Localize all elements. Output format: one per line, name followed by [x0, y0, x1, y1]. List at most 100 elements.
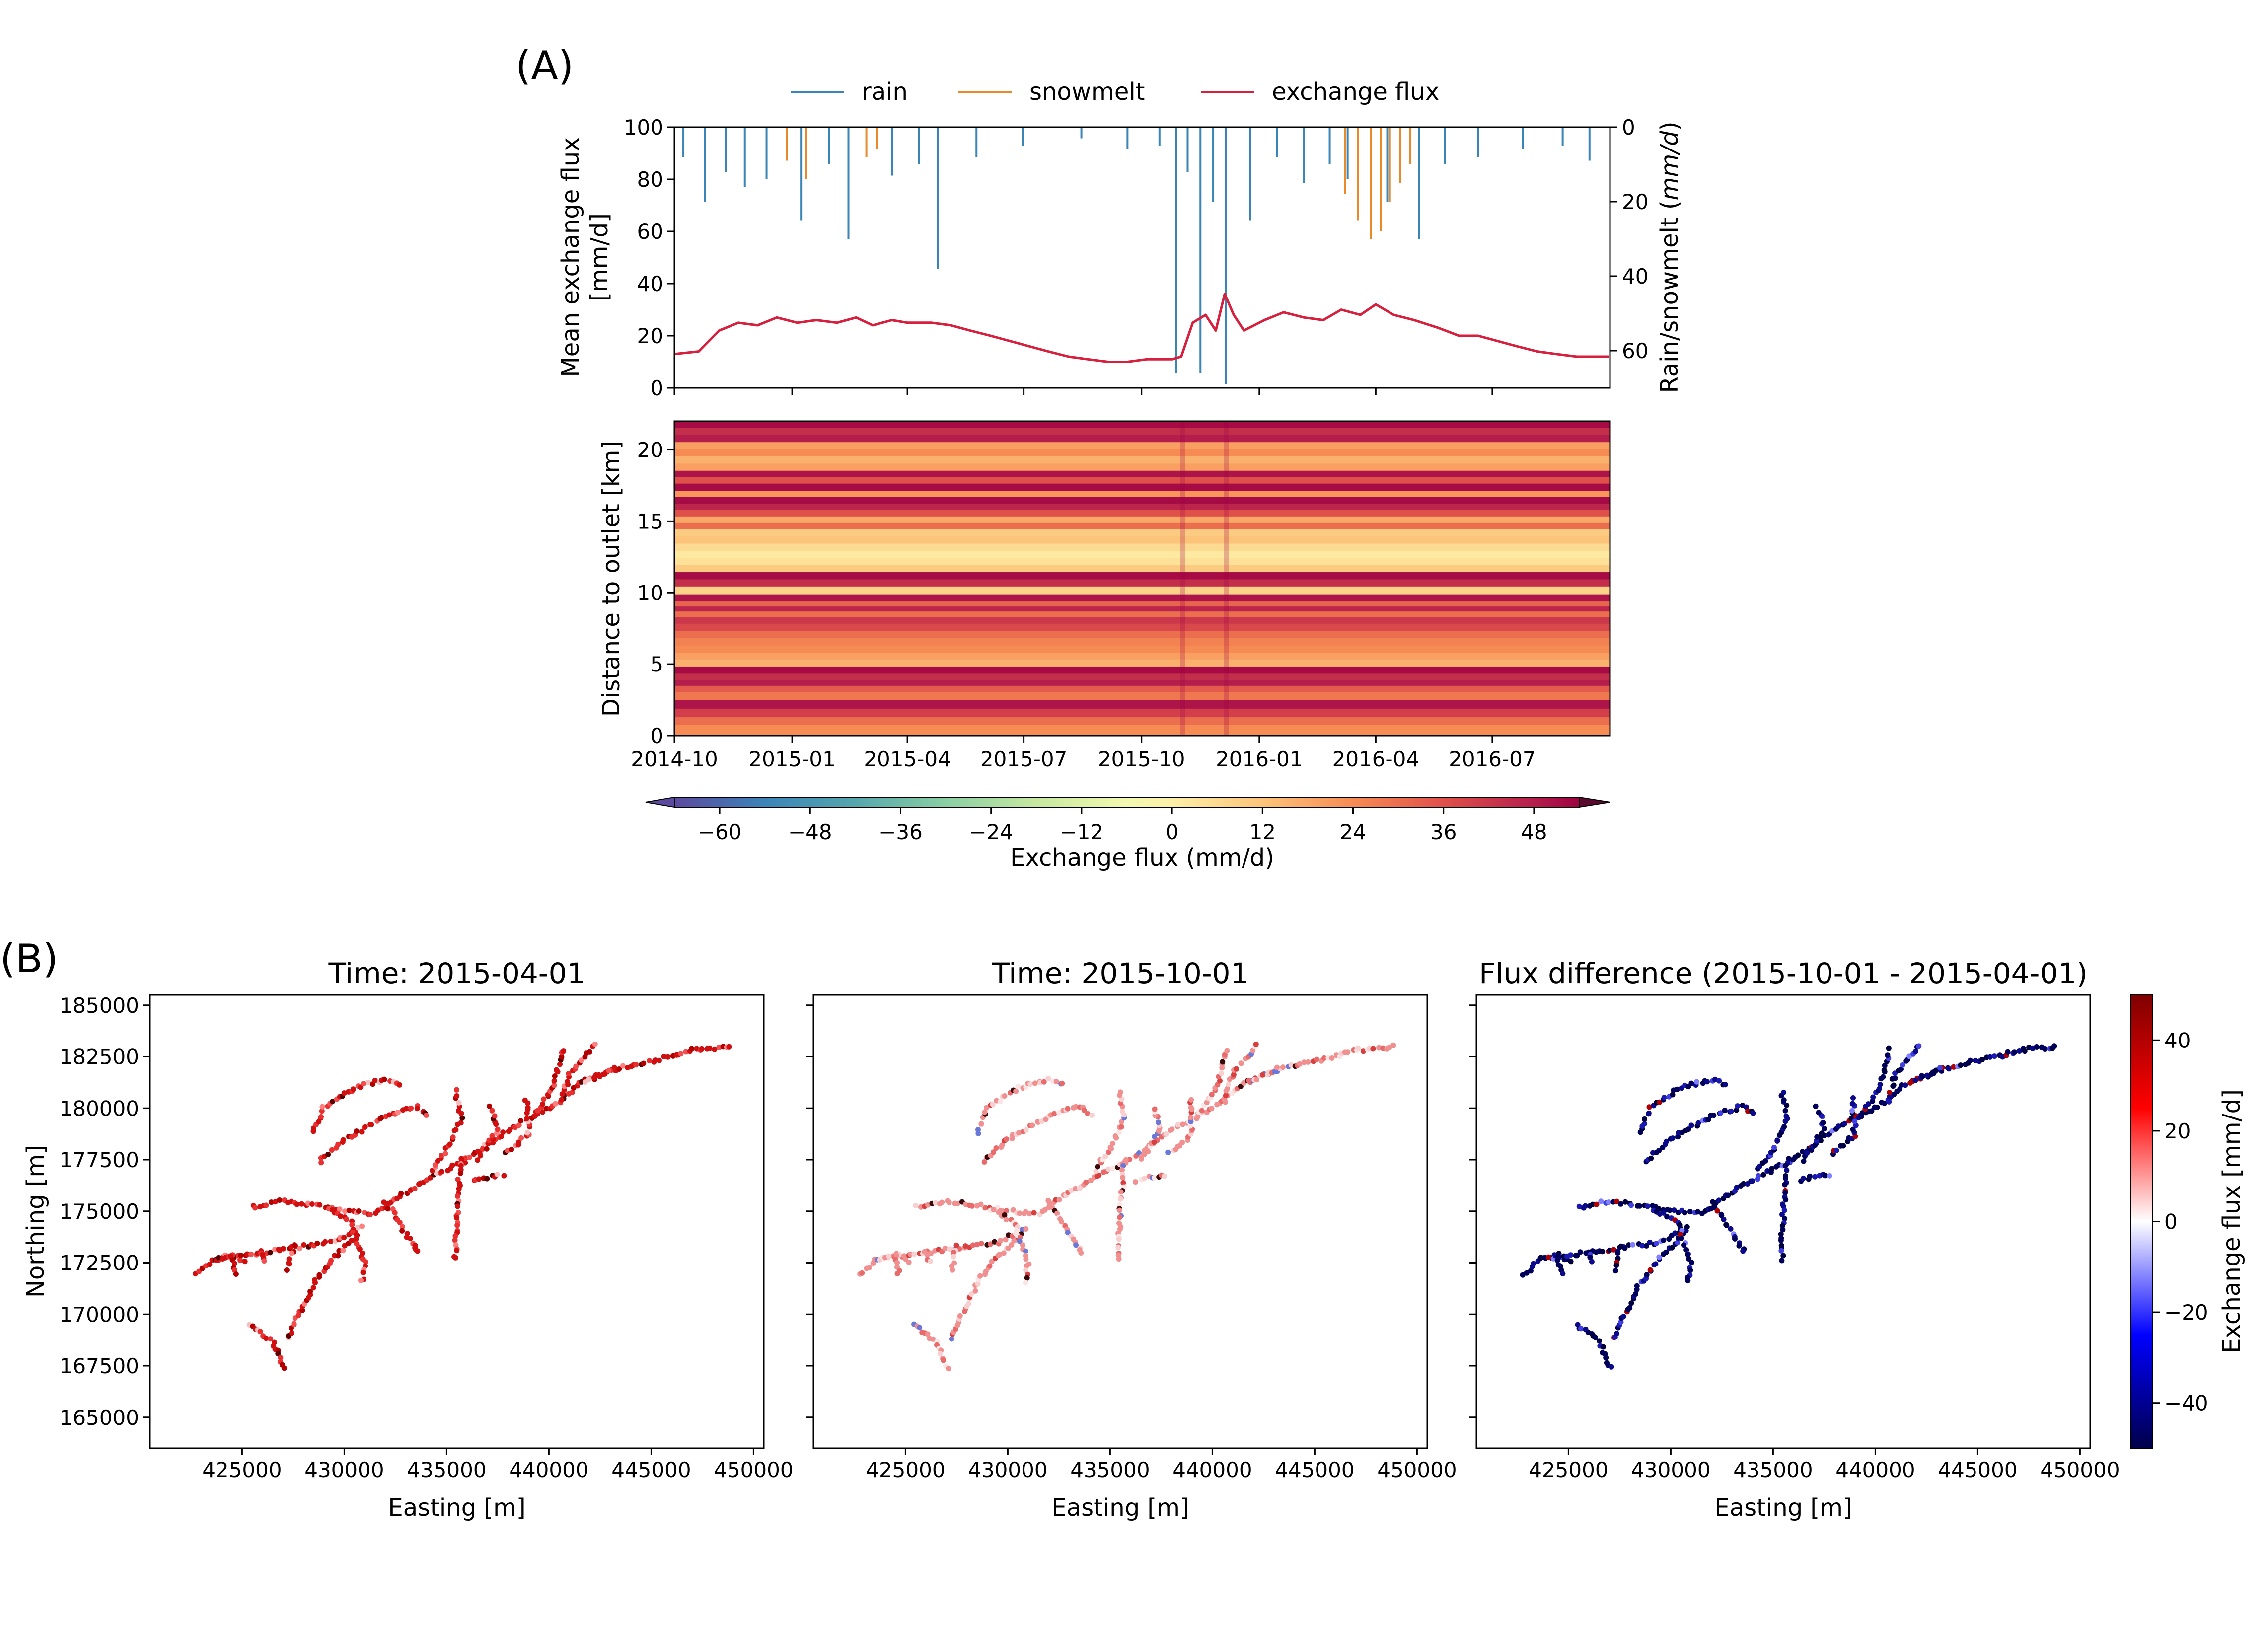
river-point [1155, 1119, 1161, 1125]
river-point [1133, 1179, 1138, 1185]
river-point [242, 1259, 248, 1265]
river-point [657, 1057, 662, 1063]
river-point [552, 1073, 558, 1079]
river-point [933, 1200, 939, 1206]
river-point [1800, 1149, 1806, 1155]
map3-xlabel: Easting [m] [1714, 1494, 1852, 1522]
heatmap-row [674, 692, 1610, 700]
river-point [1664, 1138, 1670, 1144]
river-point [1107, 1144, 1113, 1150]
river-point [1881, 1067, 1887, 1073]
river-point [1607, 1247, 1612, 1253]
river-point [978, 1121, 984, 1127]
river-point [1842, 1120, 1848, 1126]
river-point [867, 1265, 873, 1270]
map-2015-10-01: 425000 430000 435000 440000 445000 450000 [806, 1004, 1457, 1482]
river-point [252, 1205, 258, 1211]
river-point [454, 1087, 459, 1093]
river-point [318, 1114, 324, 1119]
river-point [263, 1336, 269, 1341]
river-point [458, 1120, 464, 1126]
heatmap-row [674, 586, 1610, 595]
river-point [1882, 1100, 1887, 1106]
river-point [1813, 1103, 1819, 1109]
colorbar-tick-label: −24 [969, 820, 1013, 844]
river-point [1163, 1131, 1169, 1137]
river-point [970, 1242, 976, 1248]
river-point [1600, 1249, 1606, 1255]
river-point [968, 1291, 974, 1297]
river-point [1596, 1338, 1602, 1344]
river-point [1145, 1149, 1151, 1155]
river-point [1745, 1108, 1751, 1114]
river-point [309, 1201, 315, 1207]
river-point [330, 1099, 336, 1105]
hm-xtick-label: 2016-07 [1449, 747, 1536, 771]
river-point [457, 1170, 463, 1176]
river-point [1582, 1203, 1588, 1209]
river-point [477, 1150, 483, 1156]
river-point [1272, 1069, 1278, 1075]
river-point [456, 1100, 462, 1106]
river-point [524, 1130, 530, 1136]
river-point [454, 1248, 460, 1254]
river-point [489, 1133, 495, 1139]
river-point [466, 1154, 472, 1160]
river-point [1800, 1175, 1806, 1181]
river-point [1152, 1175, 1157, 1181]
river-point [993, 1145, 999, 1151]
river-point [1869, 1108, 1875, 1114]
map-ytick-label: 167500 [60, 1354, 139, 1378]
river-point [1661, 1210, 1667, 1216]
river-point [337, 1206, 343, 1212]
river-point [1946, 1066, 1952, 1072]
river-point [924, 1252, 930, 1258]
heatmap-row [674, 645, 1610, 653]
river-point [1110, 1166, 1116, 1172]
river-point [992, 1239, 998, 1245]
river-point [328, 1258, 334, 1264]
river-point [1667, 1207, 1673, 1213]
river-point [1188, 1118, 1194, 1124]
river-point [950, 1267, 955, 1273]
river-point [653, 1057, 658, 1063]
river-point [1782, 1175, 1788, 1181]
river-point [1778, 1248, 1784, 1254]
river-point [1538, 1255, 1544, 1261]
river-point [1643, 1243, 1649, 1249]
river-point [1760, 1172, 1766, 1178]
river-point [310, 1285, 316, 1291]
river-point [557, 1061, 563, 1067]
heatmap-event-streak [1224, 421, 1229, 736]
river-point [1219, 1070, 1225, 1076]
river-point [1606, 1199, 1611, 1205]
river-point [1852, 1118, 1858, 1124]
river-point [1015, 1084, 1021, 1090]
river-point [930, 1336, 936, 1342]
river-point [1900, 1062, 1905, 1068]
river-point [1633, 1291, 1639, 1297]
river-point [1045, 1075, 1051, 1081]
river-point [1812, 1142, 1818, 1148]
river-point [541, 1096, 547, 1102]
river-point [1618, 1201, 1624, 1207]
river-point [1574, 1253, 1580, 1259]
river-point [1656, 1148, 1662, 1154]
river-point [559, 1097, 565, 1103]
river-point [2022, 1048, 2028, 1054]
river-point [1695, 1209, 1701, 1215]
heatmap-row [674, 516, 1610, 523]
river-point [894, 1260, 900, 1265]
river-point [1779, 1211, 1785, 1217]
river-point [353, 1236, 359, 1242]
heatmap-row [674, 557, 1610, 565]
river-point [341, 1235, 347, 1241]
heatmap-row [674, 708, 1610, 718]
river-point [1017, 1238, 1023, 1244]
heatmap-colorbar: −60 −48 −36 −24 −12 0 12 24 36 48 [645, 796, 1610, 844]
heatmap-event-streak [1180, 421, 1185, 736]
river-point [1686, 1256, 1692, 1262]
river-point [1687, 1267, 1693, 1273]
river-point [358, 1084, 364, 1090]
river-point [1786, 1156, 1792, 1162]
